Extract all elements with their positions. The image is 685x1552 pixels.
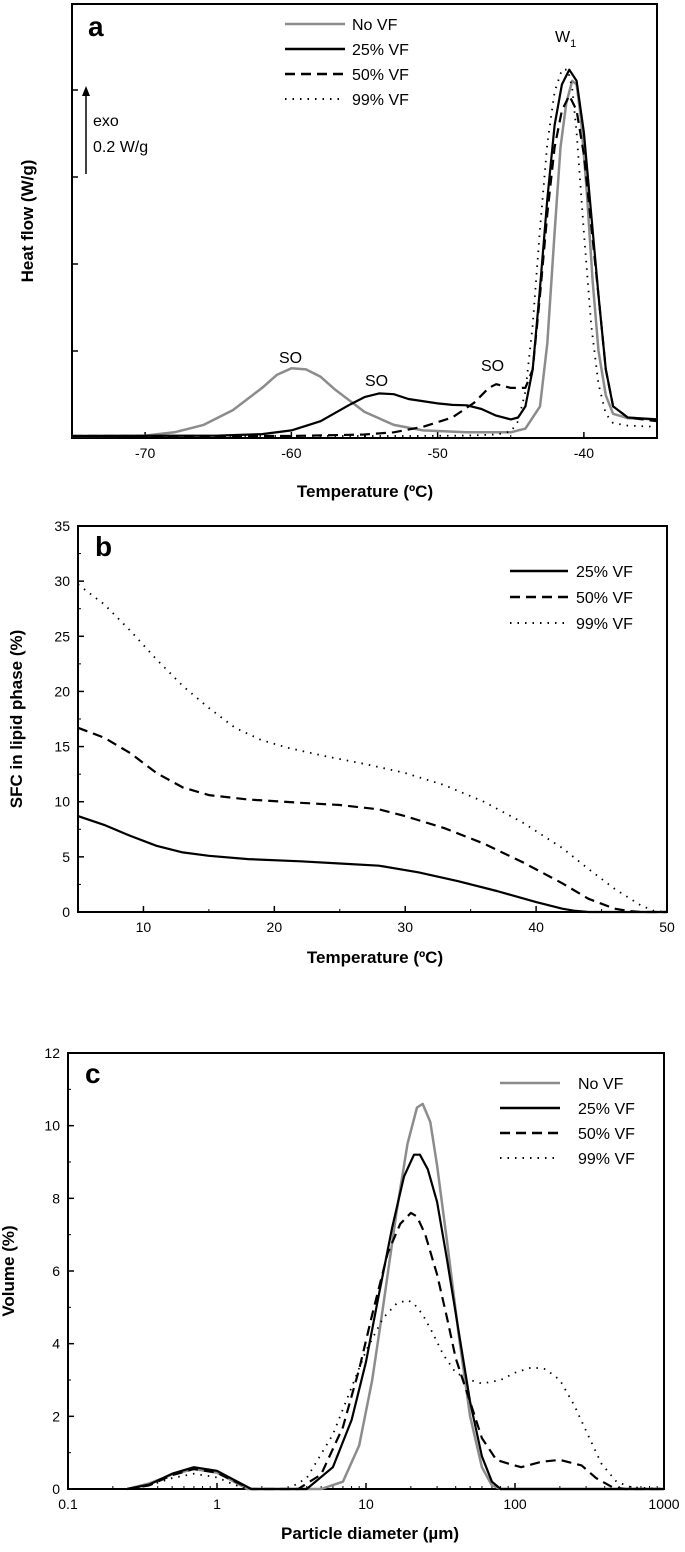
panel-c-particle-size-chart: c 0.1 1 10 100 1000 0 2 4 6 8 10 12 No VF 25% VF 50… <box>0 1045 680 1543</box>
x-tick-label: 0.1 <box>58 1496 78 1512</box>
y-tick-label: 15 <box>54 739 70 755</box>
panel-b-plot-frame <box>77 525 668 913</box>
y-tick-label: 10 <box>44 1118 60 1134</box>
y-tick-label: 0 <box>52 1481 60 1497</box>
legend-c-label-no-vf: No VF <box>578 1076 624 1093</box>
x-tick-label: 30 <box>397 919 413 935</box>
panel-a-heat-flow-chart: a -70 -60 -50 -40 exo 0.2 W/g SO SO SO W1 N… <box>18 3 658 501</box>
panel-c-series-group <box>126 1102 665 1491</box>
legend-c-label-50vf: 50% VF <box>578 1126 635 1143</box>
legend-b-label-50vf: 50% VF <box>576 590 633 607</box>
x-tick-label: 10 <box>136 919 152 935</box>
y-tick-label: 35 <box>54 518 70 534</box>
x-tick-label: -60 <box>281 445 301 461</box>
x-tick-label: 1 <box>213 1496 221 1512</box>
series-line-50-vf <box>127 1211 664 1491</box>
panel-b-series-group <box>77 583 668 914</box>
panel-b-legend: 25% VF 50% VF 99% VF <box>510 564 633 633</box>
x-tick-label: -50 <box>428 445 448 461</box>
exo-scale-bar: exo 0.2 W/g <box>82 86 148 174</box>
legend-b-label-99vf: 99% VF <box>576 616 633 633</box>
panel-b-y-axis-title: SFC in lipid phase (%) <box>7 630 26 809</box>
w1-label: W1 <box>555 29 576 50</box>
panel-c-legend: No VF 25% VF 50% VF 99% VF <box>500 1076 635 1168</box>
legend-a-label-99vf: 99% VF <box>352 92 409 109</box>
y-tick-label: 30 <box>54 573 70 589</box>
exo-label: exo <box>93 113 119 130</box>
y-tick-label: 5 <box>62 849 70 865</box>
series-line-99-vf <box>77 583 668 913</box>
so-label-novf: SO <box>279 350 302 367</box>
panel-b-sfc-chart: b 10 20 30 40 50 0 5 10 15 20 25 30 35 25% VF 50% VF… <box>7 518 675 967</box>
legend-a-label-no-vf: No VF <box>352 17 398 34</box>
y-tick-label: 12 <box>44 1045 60 1061</box>
y-tick-label: 8 <box>52 1190 60 1206</box>
series-line-50-vf <box>72 94 658 438</box>
panel-c-axis-ticks: 0.1 1 10 100 1000 0 2 4 6 8 10 12 <box>44 1045 679 1512</box>
y-tick-label: 20 <box>54 683 70 699</box>
panel-b-letter: b <box>95 531 112 562</box>
panel-c-plot-frame <box>67 1052 665 1490</box>
y-tick-label: 2 <box>52 1408 60 1424</box>
x-tick-label: 20 <box>267 919 283 935</box>
panel-a-axis-ticks: -70 -60 -50 -40 <box>71 89 658 461</box>
y-tick-label: 6 <box>52 1263 60 1279</box>
series-line-50-vf <box>77 726 667 914</box>
panel-c-y-axis-title: Volume (%) <box>0 1225 18 1316</box>
y-tick-label: 4 <box>52 1336 60 1352</box>
panel-a-letter: a <box>88 11 104 42</box>
w1-label-subscript: 1 <box>570 38 576 50</box>
x-tick-label: 40 <box>528 919 544 935</box>
series-line-99-vf <box>127 1299 665 1490</box>
y-tick-label: 0 <box>62 904 70 920</box>
series-line-25-vf <box>77 815 667 914</box>
scale-value-label: 0.2 W/g <box>93 139 148 156</box>
panel-b-axis-ticks: 10 20 30 40 50 0 5 10 15 20 25 30 35 <box>54 518 675 935</box>
so-label-50vf: SO <box>481 358 504 375</box>
y-tick-label: 10 <box>54 794 70 810</box>
x-tick-label: 50 <box>659 919 675 935</box>
legend-a-label-50vf: 50% VF <box>352 67 409 84</box>
panel-c-letter: c <box>85 1058 101 1089</box>
y-tick-label: 25 <box>54 628 70 644</box>
series-line-25-vf <box>127 1153 664 1491</box>
legend-a-label-25vf: 25% VF <box>352 42 409 59</box>
panel-a-x-axis-title: Temperature (ºC) <box>297 482 433 501</box>
exo-arrow-head <box>82 86 90 96</box>
panel-a-y-axis-title: Heat flow (W/g) <box>18 160 37 283</box>
panel-c-x-axis-title: Particle diameter (µm) <box>281 1524 459 1543</box>
series-line-99-vf <box>72 68 658 437</box>
x-tick-label: 10 <box>358 1496 374 1512</box>
x-tick-label: 100 <box>503 1496 527 1512</box>
x-tick-label: 1000 <box>648 1496 679 1512</box>
x-tick-label: -40 <box>574 445 594 461</box>
so-label-25vf: SO <box>365 373 388 390</box>
panel-a-series-group <box>71 68 658 438</box>
w1-label-main: W <box>555 29 571 46</box>
series-line-25-vf <box>71 68 658 438</box>
x-tick-label: -70 <box>135 445 155 461</box>
series-line-no-vf <box>71 79 658 438</box>
legend-c-label-25vf: 25% VF <box>578 1101 635 1118</box>
panel-b-x-axis-title: Temperature (ºC) <box>307 948 443 967</box>
legend-b-label-25vf: 25% VF <box>576 564 633 581</box>
legend-c-label-99vf: 99% VF <box>578 1151 635 1168</box>
panel-a-legend: No VF 25% VF 50% VF 99% VF <box>285 17 409 109</box>
